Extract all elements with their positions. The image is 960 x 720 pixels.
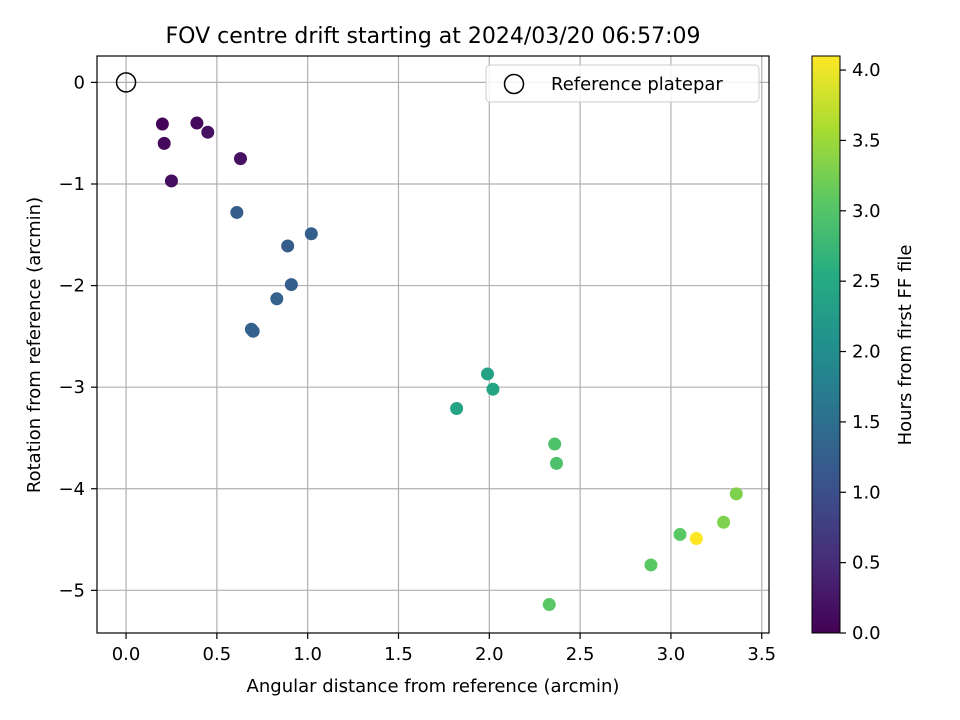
colorbar-tick-label: 3.5 [852,130,881,151]
x-tick-label: 1.0 [293,644,322,665]
data-point [284,278,298,292]
data-point [450,401,464,415]
data-point [689,532,703,546]
data-point [230,205,244,219]
y-tick-label: −3 [58,377,85,398]
legend-entry: Reference platepar [551,74,723,95]
data-point [673,527,687,541]
colorbar-tick-label: 0.0 [852,623,881,644]
x-tick-label: 0.5 [203,644,232,665]
data-point [729,487,743,501]
data-point [190,116,204,130]
y-axis-label: Rotation from reference (arcmin) [24,197,45,493]
data-point [304,227,318,241]
y-axis-ticks: 0 −1 −2 −3 −4 −5 [58,72,97,601]
reference-marker [115,72,137,93]
legend-reference-marker [503,73,525,95]
data-point [480,367,494,381]
colorbar-tick-label: 3.0 [852,201,881,222]
x-tick-label: 1.5 [384,644,413,665]
data-point [542,598,556,612]
x-tick-label: 3.5 [747,644,776,665]
data-point [164,174,178,188]
y-tick-label: −2 [58,276,85,297]
colorbar: 0.0 0.5 1.0 1.5 2.0 2.5 3.0 3.5 4.0 Hours from f… [811,55,916,644]
y-tick-label: −5 [58,580,85,601]
colorbar-tick-label: 2.5 [852,271,881,292]
x-axis-label: Angular distance from reference (arcmin) [247,676,620,697]
grid-lines [97,56,769,633]
data-point [157,136,171,150]
x-tick-label: 2.0 [475,644,504,665]
data-point [246,324,260,338]
data-points [155,116,743,612]
x-axis-ticks: 0.0 0.5 1.0 1.5 2.0 2.5 3.0 3.5 [112,633,776,665]
colorbar-label: Hours from first FF file [895,245,916,446]
data-point [201,125,215,139]
x-tick-label: 3.0 [657,644,686,665]
x-tick-label: 0.0 [112,644,141,665]
data-point [548,437,562,451]
plot-frame [96,55,770,634]
y-tick-label: −4 [58,479,85,500]
data-point [486,382,500,396]
colorbar-tick-label: 2.0 [852,342,881,363]
y-tick-label: −1 [58,174,85,195]
data-point [233,152,247,166]
data-point [270,292,284,306]
colorbar-gradient [811,55,841,634]
y-tick-label: 0 [74,72,85,93]
data-point [550,456,564,470]
colorbar-tick-label: 1.0 [852,482,881,503]
legend: Reference platepar [485,64,760,103]
colorbar-tick-label: 4.0 [852,60,881,81]
colorbar-ticks: 0.0 0.5 1.0 1.5 2.0 2.5 3.0 3.5 4.0 [840,60,881,644]
colorbar-tick-label: 1.5 [852,412,881,433]
chart-title: FOV centre drift starting at 2024/03/20 … [166,24,701,49]
data-point [155,117,169,131]
legend-box [485,64,760,103]
data-point [644,558,658,572]
x-tick-label: 2.5 [566,644,595,665]
data-point [281,239,295,253]
colorbar-tick-label: 0.5 [852,553,881,574]
data-point [717,515,731,529]
reference-point [115,72,137,93]
